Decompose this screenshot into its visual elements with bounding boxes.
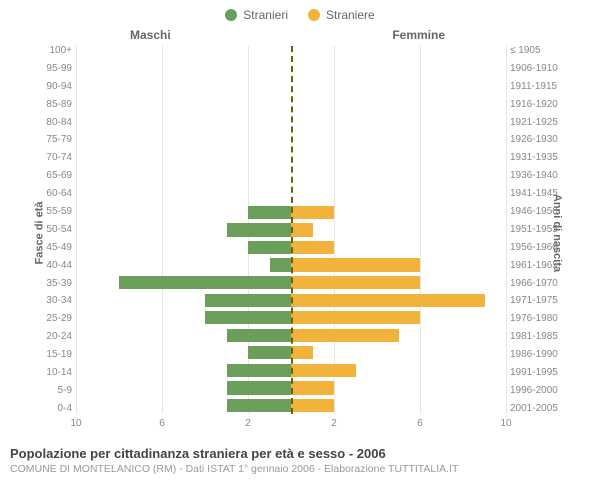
y-tick-birth: 1926-1930 (510, 135, 566, 145)
bar-female (291, 311, 420, 324)
bar-male (119, 276, 291, 289)
bar-male (248, 206, 291, 219)
y-tick-age: 40-44 (34, 261, 72, 271)
y-tick-age: 50-54 (34, 225, 72, 235)
footer-subtitle: COMUNE DI MONTELANICO (RM) - Dati ISTAT … (10, 463, 590, 475)
bar-male (227, 399, 292, 412)
y-tick-age: 15-19 (34, 350, 72, 360)
legend-item-f: Straniere (308, 8, 375, 22)
bar-male (248, 346, 291, 359)
y-tick-age: 85-89 (34, 100, 72, 110)
y-tick-birth: 1931-1935 (510, 153, 566, 163)
y-tick-birth: 1986-1990 (510, 350, 566, 360)
bar-male (227, 381, 292, 394)
y-tick-birth: 1936-1940 (510, 171, 566, 181)
bar-male (227, 329, 292, 342)
y-left-ticks: 100+ 95-99 90-94 85-89 80-84 75-79 70-74 65-69 6… (34, 46, 72, 414)
y-tick-age: 35-39 (34, 279, 72, 289)
y-tick-birth: 1991-1995 (510, 368, 566, 378)
bar-female (291, 206, 334, 219)
footer-title: Popolazione per cittadinanza straniera p… (10, 446, 590, 461)
y-tick-birth: 1946-1950 (510, 207, 566, 217)
y-tick-birth: 1921-1925 (510, 118, 566, 128)
y-tick-age: 45-49 (34, 243, 72, 253)
y-tick-birth: 1916-1920 (510, 100, 566, 110)
y-tick-age: 100+ (34, 46, 72, 56)
x-axis: 10622610 (76, 418, 506, 432)
y-tick-age: 25-29 (34, 314, 72, 324)
bar-female (291, 241, 334, 254)
x-tick: 2 (331, 418, 337, 429)
x-tick: 2 (245, 418, 251, 429)
legend-item-m: Stranieri (225, 8, 288, 22)
y-tick-birth: 2001-2005 (510, 404, 566, 414)
y-tick-age: 5-9 (34, 386, 72, 396)
y-tick-age: 60-64 (34, 189, 72, 199)
y-tick-age: 95-99 (34, 64, 72, 74)
bar-male (248, 241, 291, 254)
y-tick-birth: 1981-1985 (510, 332, 566, 342)
y-tick-birth: 1906-1910 (510, 64, 566, 74)
bar-male (270, 258, 292, 271)
chart-container: Stranieri Straniere Maschi Femmine Fasce… (0, 0, 600, 500)
x-tick: 6 (159, 418, 165, 429)
y-tick-birth: 1956-1960 (510, 243, 566, 253)
bar-female (291, 258, 420, 271)
y-tick-birth: 1961-1965 (510, 261, 566, 271)
y-tick-age: 65-69 (34, 171, 72, 181)
bar-female (291, 223, 313, 236)
bar-male (205, 294, 291, 307)
bar-female (291, 329, 399, 342)
y-tick-age: 80-84 (34, 118, 72, 128)
y-tick-birth: 1911-1915 (510, 82, 566, 92)
y-tick-age: 75-79 (34, 135, 72, 145)
y-tick-age: 90-94 (34, 82, 72, 92)
y-tick-birth: 1976-1980 (510, 314, 566, 324)
bar-male (227, 223, 292, 236)
chart-area: Maschi Femmine Fasce di età Anni di nasc… (0, 24, 600, 442)
y-tick-age: 70-74 (34, 153, 72, 163)
y-tick-birth: 1971-1975 (510, 296, 566, 306)
y-tick-age: 0-4 (34, 404, 72, 414)
footer: Popolazione per cittadinanza straniera p… (0, 442, 600, 475)
y-tick-birth: 1966-1970 (510, 279, 566, 289)
bar-female (291, 364, 356, 377)
gridline (506, 46, 507, 414)
y-tick-birth: 1951-1955 (510, 225, 566, 235)
y-tick-birth: 1941-1945 (510, 189, 566, 199)
plot-area (76, 46, 506, 414)
legend-label-m: Stranieri (243, 8, 288, 22)
legend-label-f: Straniere (326, 8, 375, 22)
bar-female (291, 399, 334, 412)
x-tick: 10 (70, 418, 81, 429)
column-title-m: Maschi (130, 28, 171, 42)
legend: Stranieri Straniere (0, 0, 600, 22)
bar-female (291, 346, 313, 359)
x-tick: 10 (500, 418, 511, 429)
bar-male (227, 364, 292, 377)
column-title-f: Femmine (392, 28, 445, 42)
y-tick-age: 20-24 (34, 332, 72, 342)
legend-swatch-m (225, 9, 237, 21)
y-tick-birth: ≤ 1905 (510, 46, 566, 56)
y-tick-birth: 1996-2000 (510, 386, 566, 396)
legend-swatch-f (308, 9, 320, 21)
bar-female (291, 294, 485, 307)
x-tick: 6 (417, 418, 423, 429)
center-divider (291, 46, 293, 414)
bar-male (205, 311, 291, 324)
y-right-ticks: ≤ 1905 1906-1910 1911-1915 1916-1920 1921-19… (510, 46, 566, 414)
y-tick-age: 55-59 (34, 207, 72, 217)
y-tick-age: 10-14 (34, 368, 72, 378)
bar-female (291, 276, 420, 289)
bar-female (291, 381, 334, 394)
y-tick-age: 30-34 (34, 296, 72, 306)
